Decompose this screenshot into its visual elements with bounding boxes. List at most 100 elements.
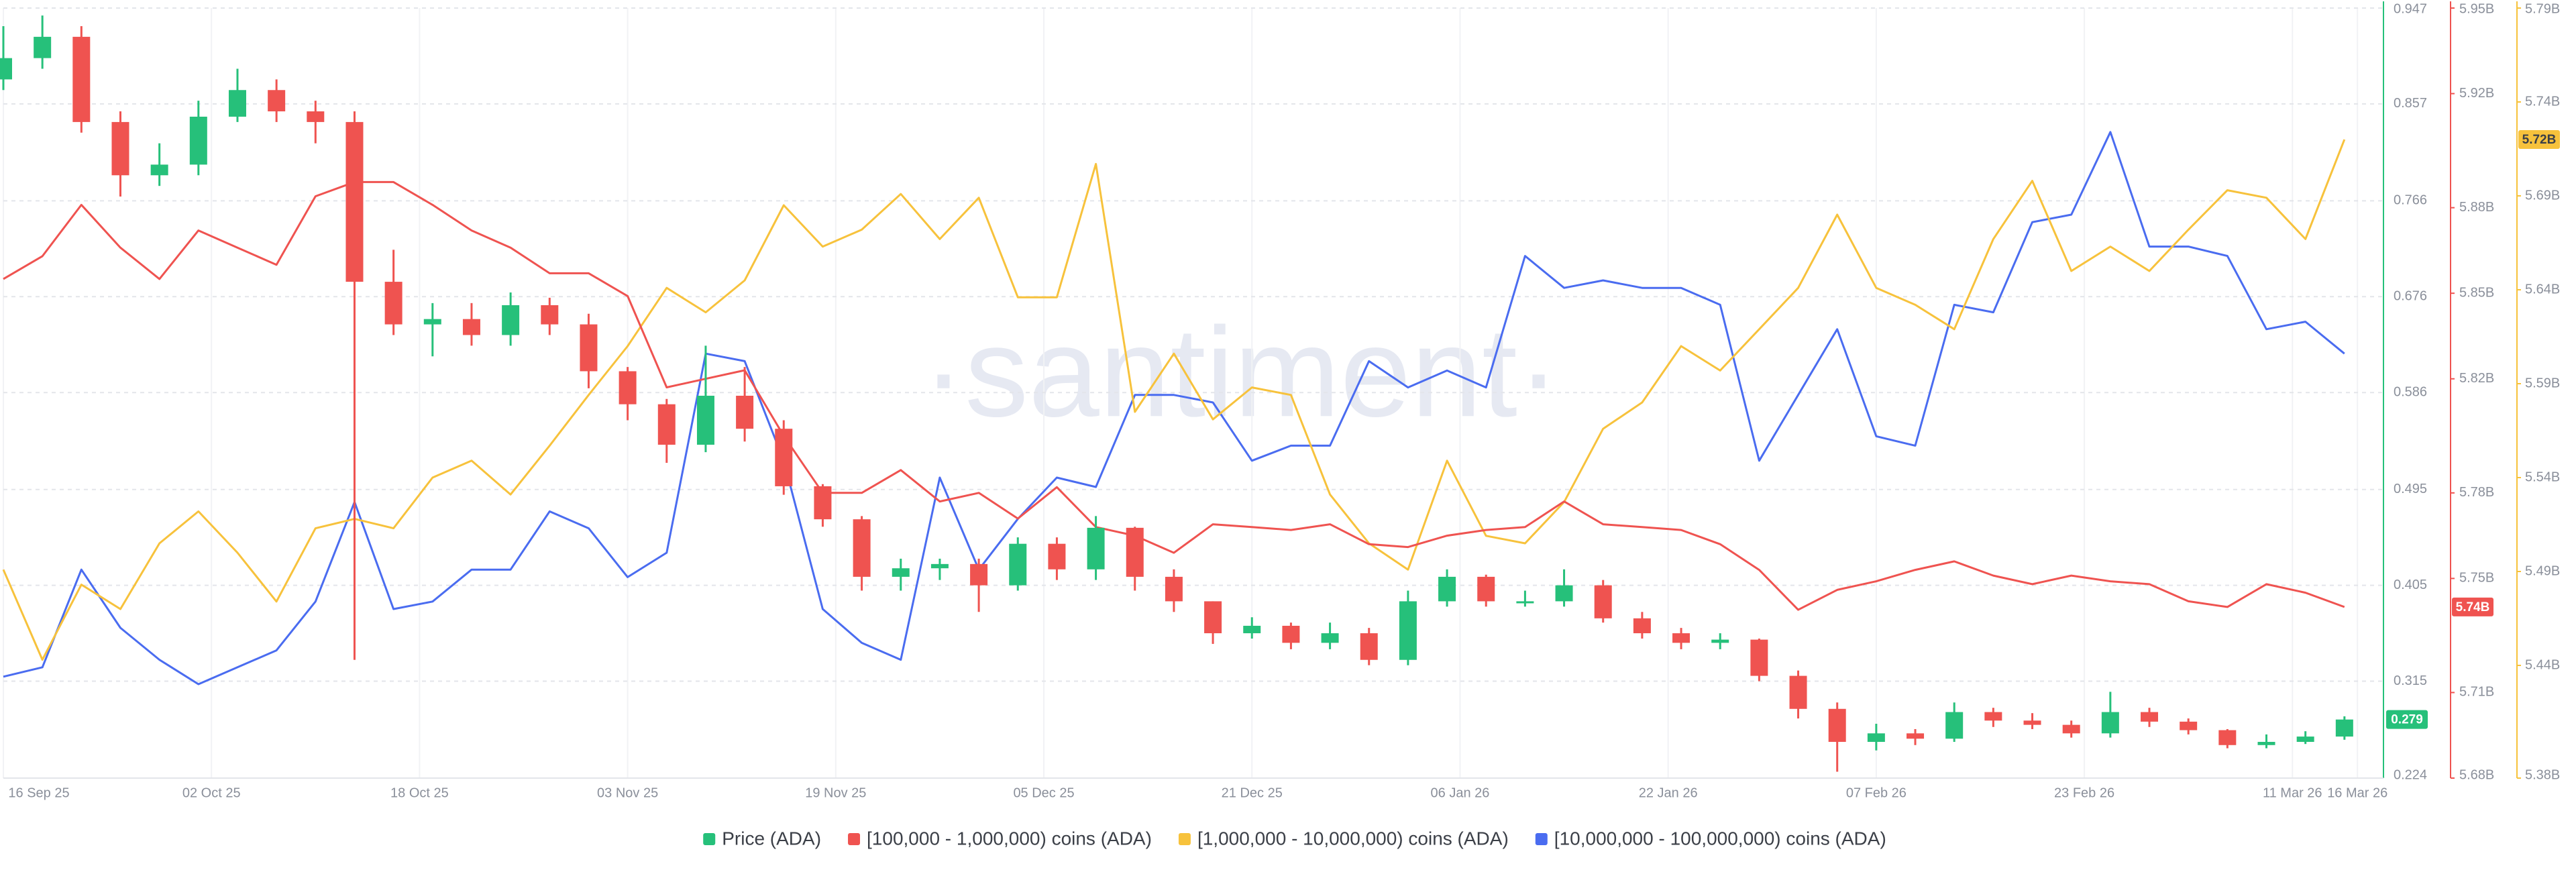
candle-body [111,121,129,176]
candle-body [814,486,832,520]
y2-tick-label: 5.88B [2459,200,2494,215]
y-tick-label: 0.857 [2394,96,2427,111]
candle-body [345,121,364,282]
candle-body [930,563,949,569]
watermark: ·santiment· [922,301,1560,443]
candle-body [541,305,559,325]
y2-tick-label: 5.75B [2459,571,2494,586]
candle-body [1477,576,1495,602]
candle-body [34,36,52,58]
legend-label: [1,000,000 - 10,000,000) coins (ADA) [1197,828,1509,849]
x-tick-label: 21 Dec 25 [1222,785,1283,800]
y2-tick-label: 5.78B [2459,485,2494,500]
y3-tick-label: 5.38B [2525,767,2560,782]
candle-body [657,404,676,445]
candle-body [1360,633,1378,660]
y-tick-label: 0.947 [2394,1,2427,16]
y3-tick-label: 5.64B [2525,282,2560,296]
candle-body [0,58,12,80]
candle-body [1711,639,1729,643]
x-tick-label: 07 Feb 26 [1846,785,1907,800]
candle-body [462,319,480,335]
candle-body [1165,576,1183,602]
candle-body [619,371,637,404]
series-line [2,139,2346,661]
candle-body [1789,675,1807,709]
y3-tick-label: 5.44B [2525,657,2560,672]
y-tick-label: 0.586 [2394,384,2427,399]
candle-body [150,164,168,176]
candle-body [1282,625,1300,643]
last-value-badge [2452,597,2493,616]
candle-body [1204,601,1222,634]
candle-body [1126,527,1144,577]
candle-body [892,568,910,577]
legend-swatch [848,833,861,845]
y-tick-label: 0.766 [2394,193,2427,208]
legend-swatch [703,833,716,845]
x-tick-label: 02 Oct 25 [182,785,241,800]
x-tick-label: 18 Oct 25 [390,785,449,800]
legend-label: [10,000,000 - 100,000,000) coins (ADA) [1554,828,1886,849]
candle-body [2335,719,2353,737]
y3-tick-label: 5.69B [2525,188,2560,203]
candle-body [2141,712,2159,722]
y-tick-label: 0.224 [2394,767,2427,782]
last-value-label: 0.279 [2391,713,2423,727]
y2-tick-label: 5.68B [2459,767,2494,782]
last-value-label: 5.72B [2522,133,2557,147]
candle-body [1828,708,1846,743]
candle-body [1945,712,1964,739]
candle-body [228,90,246,117]
candle-body [1633,618,1651,634]
series-line [3,180,2345,611]
x-tick-label: 22 Jan 26 [1639,785,1698,800]
candle-body [1087,527,1105,569]
legend-swatch [1178,833,1191,845]
x-tick-label: 06 Jan 26 [1431,785,1490,800]
candle-body [736,395,754,429]
x-tick-label: 03 Nov 25 [597,785,658,800]
candle-body [1009,543,1027,586]
y2-tick-label: 5.85B [2459,285,2494,300]
candle-body [1907,733,1925,739]
candle-body [970,563,988,586]
candle-body [853,519,871,577]
candle-body [775,429,793,486]
x-tick-label: 16 Mar 26 [2327,785,2387,800]
candle-body [2296,737,2314,743]
legend-label: [100,000 - 1,000,000) coins (ADA) [867,828,1152,849]
y3-tick-label: 5.49B [2525,563,2560,578]
y3-tick-label: 5.79B [2525,1,2560,16]
y-tick-label: 0.495 [2394,482,2427,496]
candle-body [1321,633,1339,643]
candle-body [423,319,441,325]
candle-body [502,305,520,335]
candle-body [2062,724,2080,734]
candle-body [2218,730,2237,745]
candle-body [1048,543,1066,569]
candle-body [2023,720,2041,725]
candle-body [268,90,286,112]
legend-swatch [1535,833,1548,845]
candle-body [2101,712,2119,734]
candle-body [307,111,325,122]
y-tick-label: 0.315 [2394,673,2427,688]
x-tick-label: 16 Sep 25 [8,785,69,800]
x-tick-label: 23 Feb 26 [2054,785,2114,800]
y3-tick-label: 5.74B [2525,94,2560,109]
x-tick-label: 19 Nov 25 [805,785,866,800]
candle-body [1984,712,2002,721]
legend-label: Price (ADA) [722,828,821,849]
candle-body [2257,742,2275,745]
y-tick-label: 0.676 [2394,289,2427,304]
candle-body [2180,721,2198,730]
y-tick-label: 0.405 [2394,578,2427,592]
candle-body [696,395,714,445]
y2-tick-label: 5.82B [2459,371,2494,386]
candle-body [1594,585,1612,618]
candle-body [384,282,402,325]
legend: Price (ADA) [100,000 - 1,000,000) coins (… [703,828,1886,849]
candle-body [1750,639,1768,676]
candle-body [72,36,91,122]
